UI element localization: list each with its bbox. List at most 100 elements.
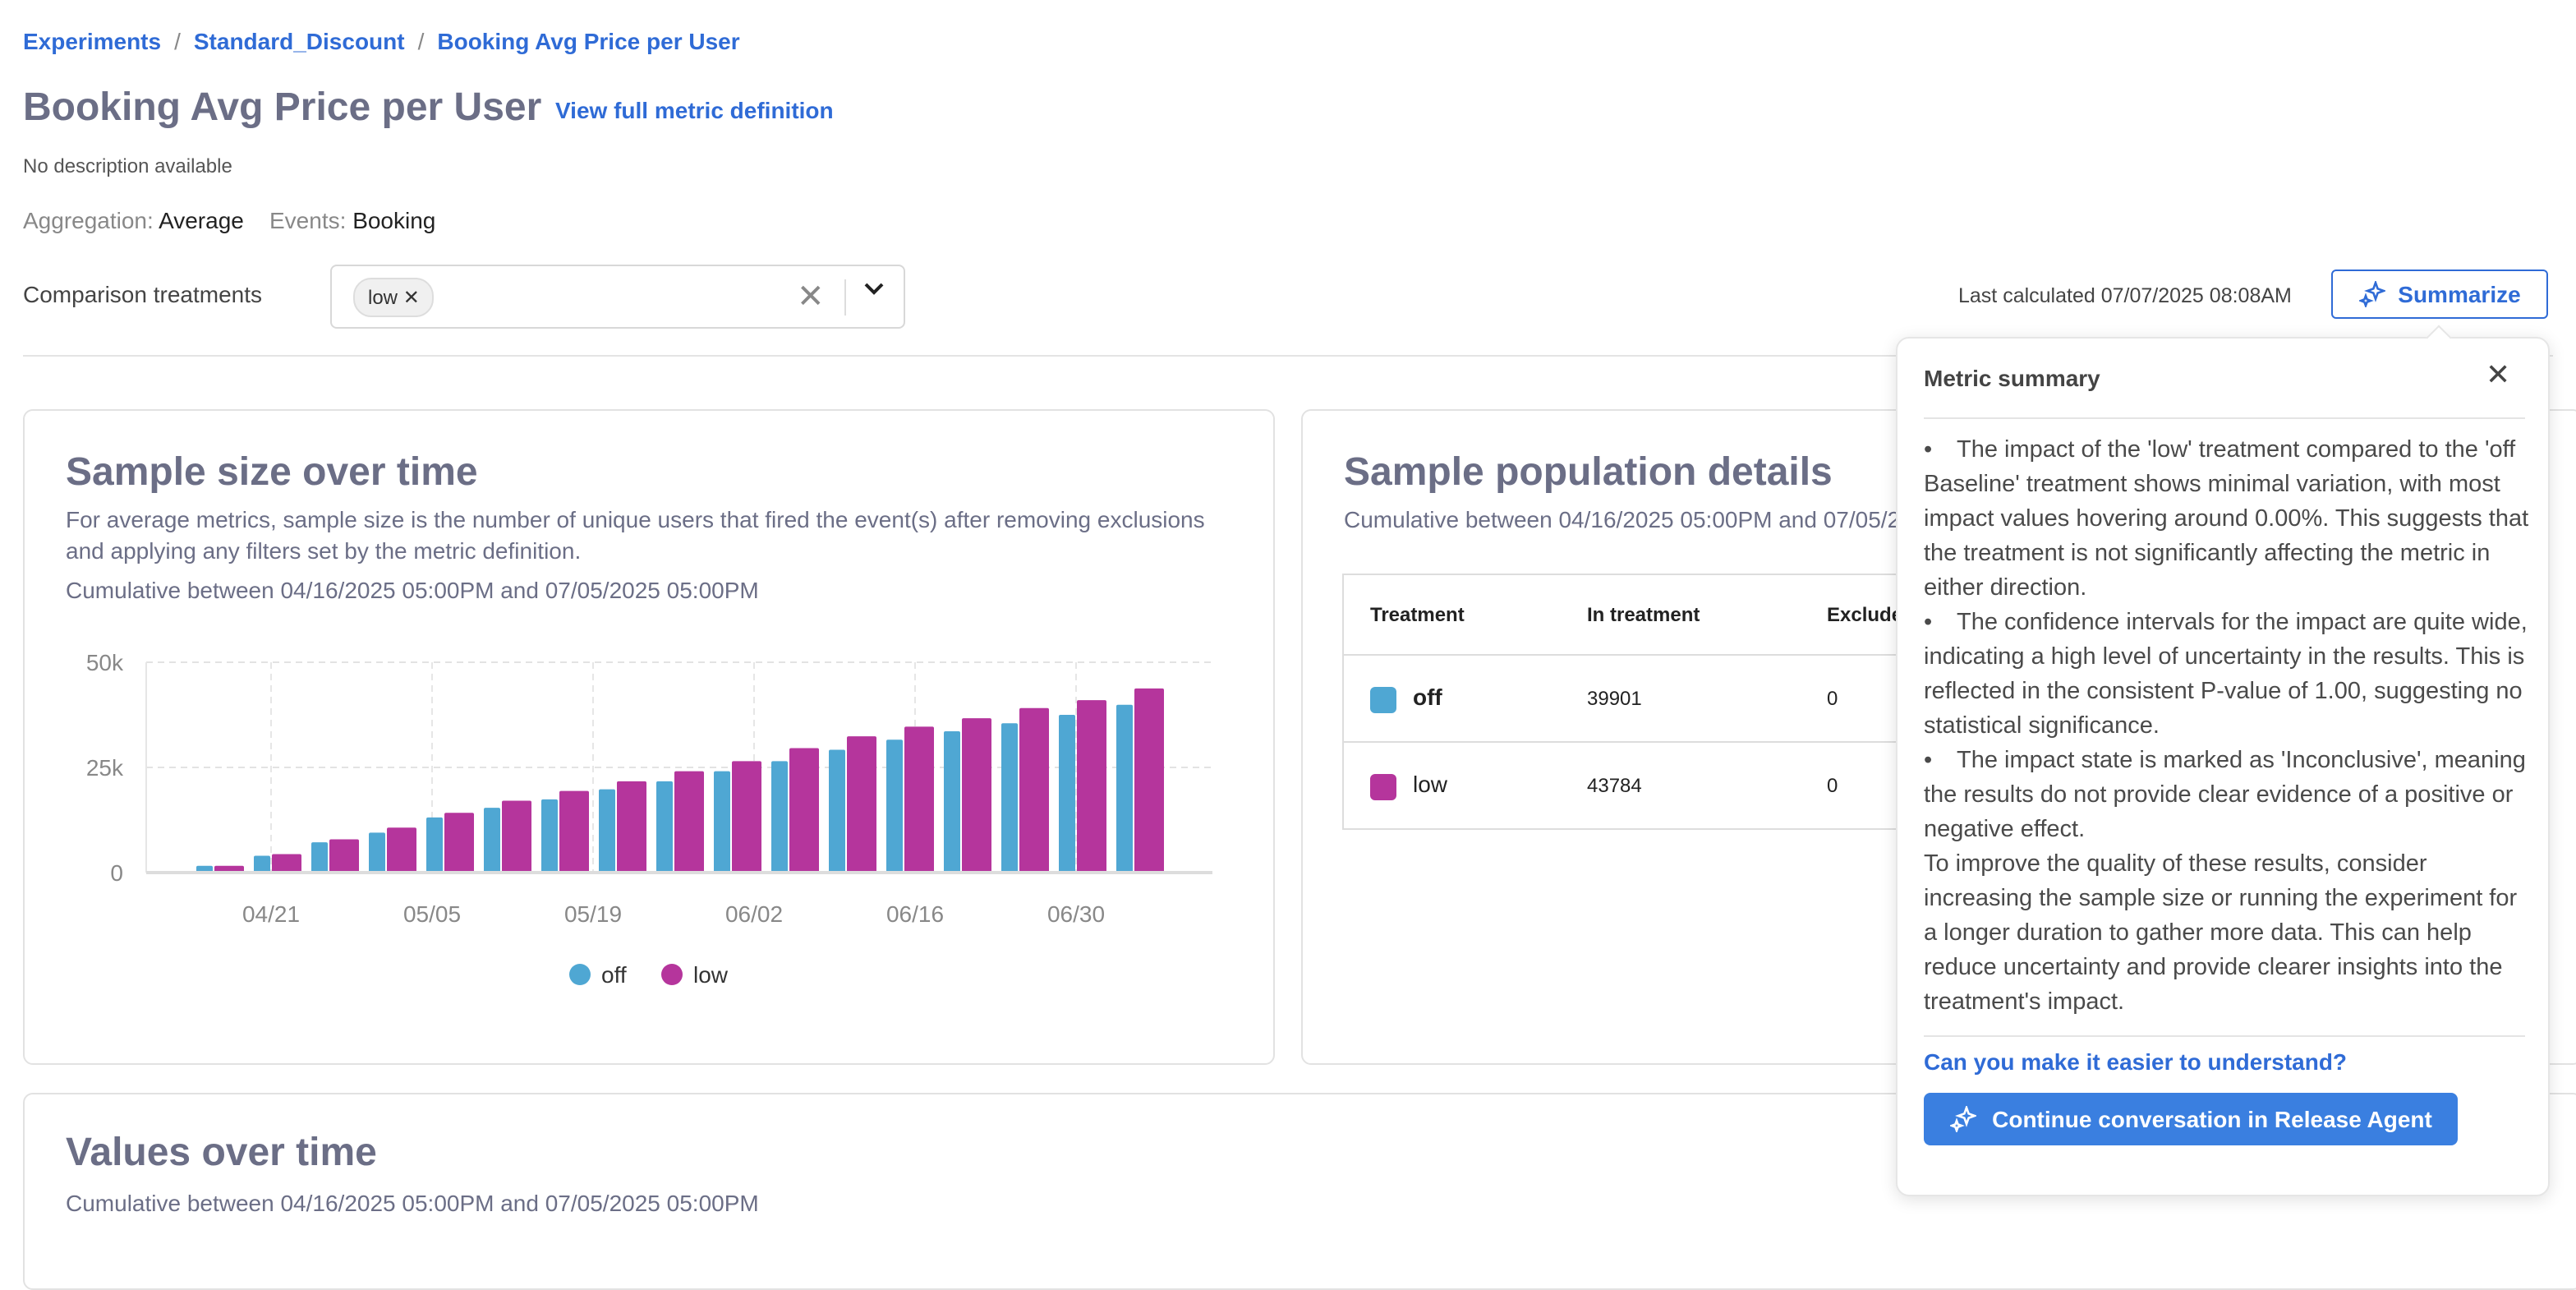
last-calculated: Last calculated 07/07/2025 08:08AM — [1958, 284, 2292, 307]
x-tick-label: 05/19 — [564, 901, 622, 927]
legend-marker-off — [569, 964, 591, 985]
breadcrumb-experiment[interactable]: Standard_Discount — [193, 28, 405, 54]
summarize-label: Summarize — [2398, 281, 2521, 307]
comparison-label: Comparison treatments — [23, 281, 263, 307]
col-in-treatment: In treatment — [1561, 574, 1801, 656]
bar-low — [272, 854, 301, 873]
bar-off — [541, 799, 558, 873]
treatment-cell: low — [1343, 742, 1561, 829]
popover-title: Metric summary — [1924, 365, 2100, 391]
in-treatment-cell: 43784 — [1587, 774, 1642, 797]
bar-low — [214, 865, 244, 873]
treatment-name: low — [1413, 771, 1448, 798]
x-tick-label: 06/16 — [886, 901, 944, 927]
x-tick-label: 06/30 — [1047, 901, 1105, 927]
bar-low — [732, 761, 761, 873]
bar-off — [426, 817, 443, 873]
bar-off — [599, 789, 615, 873]
breadcrumb-experiments[interactable]: Experiments — [23, 28, 162, 54]
bar-low — [502, 800, 531, 873]
card-title: Sample population details — [1344, 450, 1833, 495]
divider — [1924, 1035, 2525, 1037]
bar-off — [771, 761, 788, 873]
col-treatment: Treatment — [1343, 574, 1561, 656]
bar-off — [829, 749, 845, 873]
events-value: Booking — [352, 207, 436, 233]
summary-bullet: The impact state is marked as 'Inconclus… — [1924, 744, 2532, 848]
continue-label: Continue conversation in Release Agent — [1992, 1106, 2432, 1132]
bar-off — [484, 808, 500, 873]
view-definition-link[interactable]: View full metric definition — [555, 97, 834, 123]
summarize-button[interactable]: Summarize — [2331, 270, 2548, 319]
summary-bullet: The confidence intervals for the impact … — [1924, 606, 2532, 744]
bar-low — [1134, 688, 1164, 873]
x-tick-label: 06/02 — [725, 901, 783, 927]
continue-conversation-button[interactable]: Continue conversation in Release Agent — [1924, 1093, 2458, 1145]
bar-low — [962, 718, 991, 873]
color-swatch — [1370, 773, 1396, 800]
x-tick-label: 05/05 — [403, 901, 461, 927]
bar-off — [254, 855, 270, 873]
bar-off — [369, 832, 385, 873]
divider — [1924, 417, 2525, 419]
breadcrumb-separator: / — [174, 28, 181, 54]
events-label: Events: — [269, 207, 347, 233]
card-title: Sample size over time — [66, 450, 478, 495]
select-divider — [844, 279, 846, 316]
bar-off — [944, 730, 960, 873]
summary-body: The impact of the 'low' treatment compar… — [1924, 434, 2532, 1020]
y-tick-label: 25k — [86, 755, 124, 781]
sparkle-icon — [2358, 281, 2385, 307]
bar-low — [387, 827, 416, 873]
bar-low — [674, 771, 704, 873]
metric-description: No description available — [23, 154, 232, 177]
clear-icon[interactable]: ✕ — [797, 279, 825, 316]
page-title: Booking Avg Price per User — [23, 85, 542, 130]
metric-summary-popover: Metric summary ✕ The impact of the 'low'… — [1896, 337, 2550, 1196]
bar-low — [444, 813, 474, 873]
bar-off — [656, 781, 673, 873]
bar-off — [1001, 723, 1018, 873]
divider — [23, 355, 2553, 357]
close-icon[interactable]: ✕ — [2486, 358, 2511, 391]
metric-meta: Aggregation: Average Events: Booking — [23, 207, 435, 233]
bar-low — [904, 726, 934, 873]
bar-low — [329, 839, 359, 873]
x-tick-label: 04/21 — [242, 901, 300, 927]
bar-off — [1059, 715, 1075, 873]
color-swatch — [1370, 686, 1396, 713]
bar-low — [847, 736, 876, 873]
bar-low — [1077, 700, 1106, 873]
sparkle-icon — [1949, 1106, 1976, 1132]
excluded-cell: 0 — [1827, 774, 1838, 797]
card-description: For average metrics, sample size is the … — [66, 506, 1205, 564]
bar-off — [196, 865, 213, 873]
bar-low — [617, 781, 646, 873]
chip-remove-icon[interactable]: ✕ — [402, 286, 420, 309]
legend-marker-low — [661, 964, 683, 985]
bar-off — [311, 842, 328, 873]
treatment-chip: low ✕ — [353, 278, 435, 317]
breadcrumb-separator: / — [417, 28, 425, 54]
bar-low — [1019, 707, 1049, 873]
chevron-down-icon[interactable] — [862, 278, 886, 309]
summary-closing: To improve the quality of these results,… — [1924, 851, 2518, 1016]
suggested-question-link[interactable]: Can you make it easier to understand? — [1924, 1048, 2348, 1075]
sample-size-card: Sample size over time For average metric… — [23, 409, 1275, 1065]
summary-bullet: The impact of the 'low' treatment compar… — [1924, 434, 2532, 606]
card-title: Values over time — [66, 1131, 377, 1175]
in-treatment-cell: 39901 — [1561, 655, 1801, 743]
aggregation-label: Aggregation: — [23, 207, 154, 233]
table-row: low 43784 0 — [1343, 742, 1999, 829]
breadcrumb-metric[interactable]: Booking Avg Price per User — [437, 28, 740, 54]
bar-off — [886, 739, 903, 873]
bar-off — [1116, 704, 1133, 873]
chip-label: low — [368, 286, 398, 309]
sample-size-chart: 0 25k 50k 04/21 05/05 05/19 06/02 06/16 06/30 off… — [86, 650, 1212, 988]
breadcrumb: Experiments / Standard_Discount / Booking Av… — [23, 28, 740, 54]
legend-label-low: low — [693, 962, 729, 988]
card-range: Cumulative between 04/16/2025 05:00PM an… — [66, 577, 759, 603]
y-tick-label: 50k — [86, 650, 124, 675]
comparison-select[interactable]: low ✕ ✕ — [330, 265, 905, 329]
card-range: Cumulative between 04/16/2025 05:00PM an… — [66, 1190, 759, 1216]
